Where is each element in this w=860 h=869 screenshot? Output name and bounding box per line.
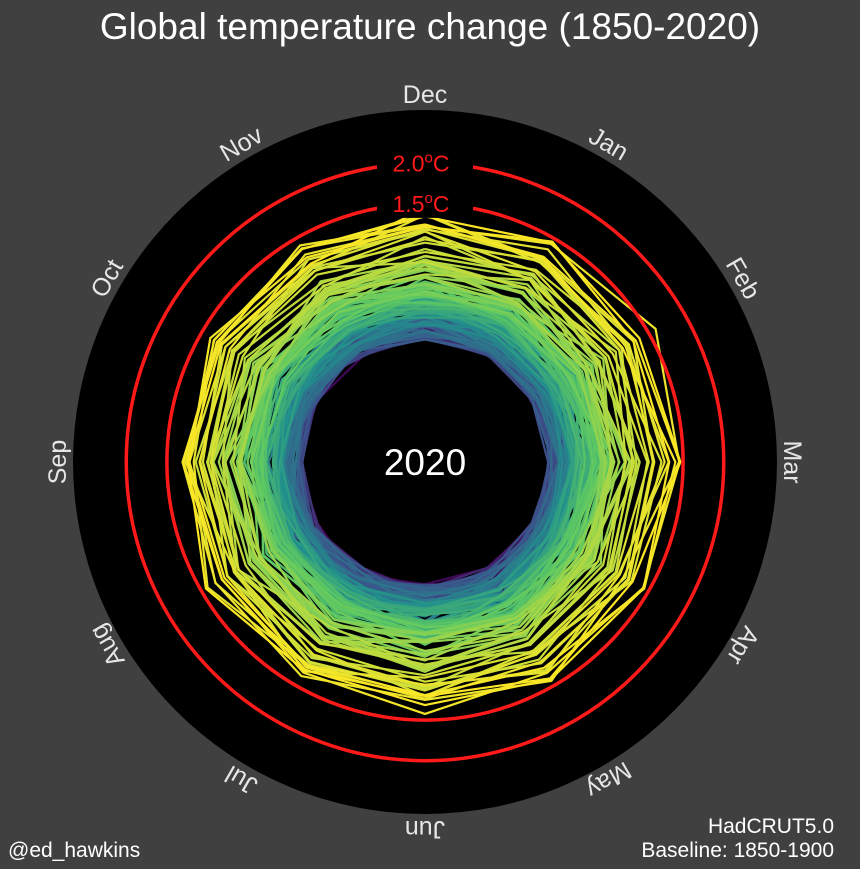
spiral-series-group bbox=[181, 207, 682, 715]
spiral-year-line bbox=[239, 264, 616, 652]
month-label-jun: Jun bbox=[405, 815, 445, 843]
chart-title: Global temperature change (1850-2020) bbox=[99, 6, 761, 47]
spiral-year-line bbox=[185, 223, 681, 715]
dataset-credit: HadCRUT5.0 Baseline: 1850-1900 bbox=[641, 815, 834, 863]
spiral-year-line bbox=[181, 223, 681, 701]
dataset-name: HadCRUT5.0 bbox=[707, 815, 834, 838]
ring-label-background bbox=[377, 149, 473, 178]
spiral-year-line bbox=[235, 283, 606, 634]
month-label-sep: Sep bbox=[44, 440, 72, 484]
month-label-dec: Dec bbox=[403, 81, 447, 109]
ring-label-background bbox=[377, 189, 473, 218]
plot-background bbox=[73, 110, 777, 814]
spiral-year-line bbox=[232, 259, 632, 671]
spiral-year-line bbox=[182, 215, 671, 707]
reference-rings: 1.5oC 2.0oC bbox=[124, 149, 726, 763]
spiral-year-line bbox=[198, 213, 656, 700]
current-year-label: 2020 bbox=[384, 442, 466, 483]
spiral-year-line bbox=[291, 309, 563, 598]
spiral-year-line bbox=[201, 227, 663, 679]
ring-label: 2.0oC bbox=[393, 149, 450, 176]
baseline-label: Baseline: 1850-1900 bbox=[641, 839, 834, 862]
month-label-mar: Mar bbox=[778, 440, 806, 483]
author-credit: @ed_hawkins bbox=[8, 839, 141, 862]
spiral-year-line bbox=[205, 254, 641, 668]
spiral-year-line bbox=[186, 207, 682, 698]
spiral-year-line bbox=[276, 319, 561, 601]
spiral-year-line bbox=[238, 259, 614, 662]
spiral-year-line bbox=[210, 230, 655, 683]
ring-label: 1.5oC bbox=[393, 190, 450, 217]
